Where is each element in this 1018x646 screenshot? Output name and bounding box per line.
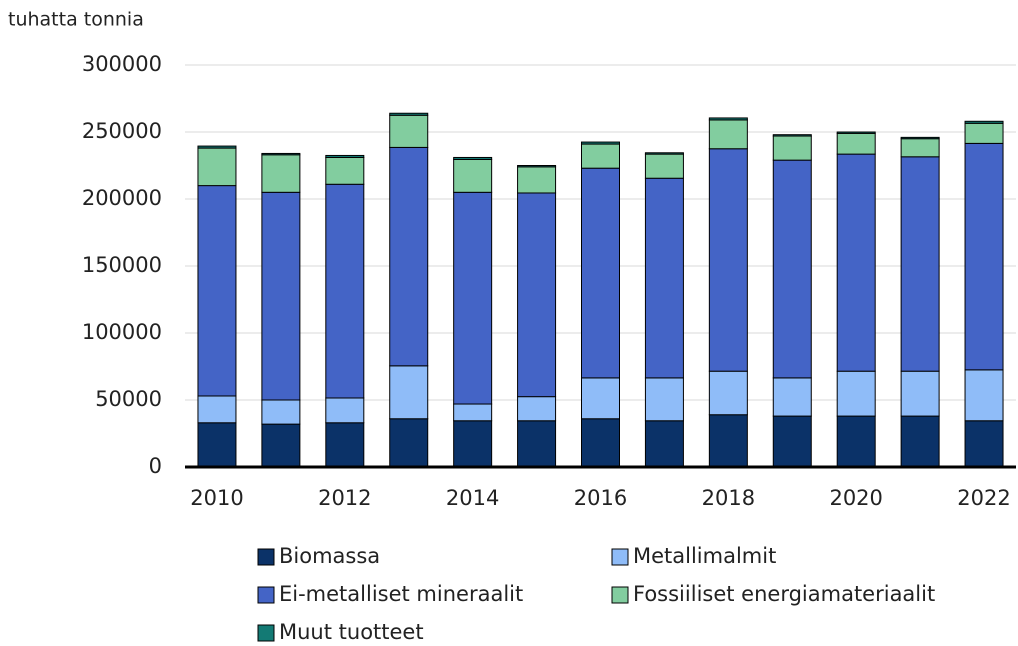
bar-segment: [836, 415, 876, 468]
y-tick-label: 0: [149, 454, 162, 478]
bar-segment: [517, 166, 557, 194]
legend-swatch: [257, 586, 275, 604]
bar-segment: [197, 395, 237, 424]
bar-segment: [261, 152, 301, 156]
bar-segment: [389, 112, 429, 116]
bar-segment: [261, 399, 301, 425]
bar-segment: [964, 369, 1004, 422]
bar-segment: [644, 152, 684, 155]
bar-segment: [581, 377, 620, 420]
bar-segment: [900, 156, 940, 372]
bar-segment: [389, 114, 429, 148]
bar-segment: [644, 177, 684, 379]
bar-segment: [325, 183, 365, 399]
bar-segment: [708, 414, 748, 468]
x-tick-label: 2018: [702, 486, 755, 510]
bar-segment: [836, 132, 876, 155]
x-tick-label: 2022: [957, 486, 1010, 510]
y-tick-label: 50000: [95, 387, 162, 411]
bar-segment: [836, 153, 876, 372]
bar-segment: [900, 138, 940, 158]
bar-segment: [644, 420, 684, 468]
bar-segment: [517, 396, 557, 422]
bar-segment: [325, 156, 365, 185]
bar-segment: [964, 142, 1004, 371]
x-tick-label: 2014: [446, 486, 499, 510]
x-tick-label: 2016: [574, 486, 627, 510]
legend-swatch: [611, 586, 629, 604]
bar-segment: [517, 165, 557, 168]
bar-segment: [772, 134, 812, 137]
y-tick-label: 100000: [82, 320, 162, 344]
bar-segment: [453, 158, 493, 193]
bar-segment: [261, 423, 301, 468]
bar-segment: [453, 156, 493, 160]
legend-label: Fossiiliset energiamateriaalit: [633, 582, 935, 606]
legend-label: Metallimalmit: [633, 544, 776, 568]
bar-segment: [900, 415, 940, 468]
x-tick-label: 2010: [190, 486, 243, 510]
x-tick-label: 2012: [318, 486, 371, 510]
bar-segment: [261, 154, 301, 193]
legend-swatch: [257, 548, 275, 566]
bar-segment: [325, 422, 365, 468]
bar-segment: [453, 191, 493, 405]
legend-label: Ei-metalliset mineraalit: [279, 582, 523, 606]
bar-segment: [261, 191, 301, 401]
bar-segment: [325, 397, 365, 424]
bar-segment: [644, 377, 684, 422]
bar-segment: [581, 143, 620, 169]
bar-segment: [708, 117, 748, 121]
bar-segment: [197, 147, 237, 187]
bar-segment: [197, 422, 237, 468]
bar-segment: [900, 136, 940, 140]
legend-label: Muut tuotteet: [279, 620, 424, 644]
y-axis-label: tuhatta tonnia: [8, 9, 144, 31]
x-tick-label: 2020: [829, 486, 882, 510]
bar-segment: [900, 370, 940, 417]
bar-segment: [708, 148, 748, 372]
y-tick-label: 300000: [82, 52, 162, 76]
bar-segment: [772, 377, 812, 417]
bar-segment: [453, 403, 493, 422]
legend-swatch: [257, 624, 275, 642]
bar-segment: [836, 131, 876, 134]
bar-segment: [581, 167, 620, 379]
bar-segment: [964, 420, 1004, 468]
bar-segment: [389, 365, 429, 420]
bar-segment: [517, 420, 557, 468]
bar-segment: [644, 153, 684, 179]
legend-swatch: [611, 548, 629, 566]
bar-segment: [772, 415, 812, 468]
bar-segment: [197, 185, 237, 397]
y-tick-label: 150000: [82, 253, 162, 277]
bar-segment: [325, 154, 365, 158]
y-tick-label: 200000: [82, 186, 162, 210]
bar-segment: [389, 146, 429, 367]
bar-segment: [581, 418, 620, 468]
y-tick-label: 250000: [82, 119, 162, 143]
bar-segment: [772, 135, 812, 161]
bar-segment: [708, 370, 748, 416]
bar-segment: [964, 120, 1004, 124]
bar-segment: [389, 418, 429, 468]
bar-segment: [836, 370, 876, 417]
bar-segment: [517, 192, 557, 398]
bar-segment: [453, 420, 493, 468]
bar-segment: [772, 159, 812, 379]
legend-label: Biomassa: [279, 544, 380, 568]
bar-segment: [964, 122, 1004, 144]
bar-segment: [197, 145, 237, 149]
bar-segment: [708, 119, 748, 150]
bar-segment: [581, 141, 620, 145]
